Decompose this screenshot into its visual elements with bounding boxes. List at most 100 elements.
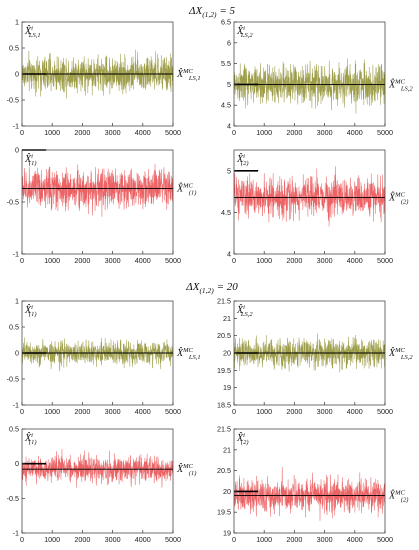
panel-3-trace — [22, 163, 173, 217]
panel-2-frame — [233, 21, 386, 127]
section-title-1-main: ΔX — [188, 5, 203, 17]
panel-1-ytick-label: 1 — [15, 18, 19, 27]
panel-2-ytick-label: 4.5 — [221, 101, 231, 110]
panel-4-ytick-label: 5 — [227, 166, 231, 175]
panel-4-xtick-label: 4000 — [347, 256, 363, 265]
panel-5-series-label: X̂i (1) — [24, 303, 37, 318]
panel-3-ytick-label: 0 — [15, 146, 19, 155]
panel-1-xtick-label: 2000 — [74, 128, 90, 137]
panel-2-ytick-label: 6 — [227, 38, 231, 47]
panel-6-xtick-label: 2000 — [286, 407, 302, 416]
panel-3-frame — [21, 149, 174, 255]
panel-4-xtick-label: 1000 — [256, 256, 272, 265]
section-title-1: ΔX(1,2) = 5 — [188, 5, 235, 19]
panel-3-series-label: X̂i (1) — [24, 152, 37, 167]
panel-2-trace — [234, 58, 385, 114]
panel-4-xtick-label: 3000 — [317, 256, 333, 265]
panel-5-mc-label: X̂MC LS,1 — [176, 346, 201, 361]
panel-3-xtick-label: 3000 — [105, 256, 121, 265]
panel-8-xtick-label: 1000 — [256, 535, 272, 544]
panel-7-xtick-label: 5000 — [165, 535, 181, 544]
panel-2-xtick-label: 2000 — [286, 128, 302, 137]
panel-4-xtick-label: 0 — [232, 256, 236, 265]
panel-4-mc-label: X̂MC (2) — [388, 191, 408, 206]
panel-5-ytick-label: 0 — [15, 349, 19, 358]
panel-7-xtick-label: 3000 — [105, 535, 121, 544]
panel-7-mc-label: X̂MC (1) — [176, 463, 196, 478]
panel-6-xtick-label: 0 — [232, 407, 236, 416]
panel-6-xtick-label: 4000 — [347, 407, 363, 416]
panel-1-ytick-label: 0.5 — [9, 44, 19, 53]
panel-2-xtick-label: 4000 — [347, 128, 363, 137]
panel-1-xtick-label: 4000 — [135, 128, 151, 137]
panel-4-xtick-label: 2000 — [286, 256, 302, 265]
panel-6-ytick-label: 18.5 — [217, 401, 231, 410]
panel-6-ytick-label: 21.5 — [217, 297, 231, 306]
panel-6-series-label: X̂i LS,2 — [236, 303, 253, 318]
panel-8-xtick-label: 3000 — [317, 535, 333, 544]
panel-1-mc-label: X̂MC LS,1 — [176, 67, 201, 82]
panel-7-xtick-label: 0 — [20, 535, 24, 544]
section-title-2-value: = 20 — [214, 281, 238, 293]
panel-6-xtick-label: 5000 — [377, 407, 393, 416]
panel-5-xtick-label: 1000 — [44, 407, 60, 416]
section-title-2: ΔX(1,2) = 20 — [185, 281, 238, 295]
panel-5-xtick-label: 0 — [20, 407, 24, 416]
panel-7-ytick-label: -1 — [13, 529, 19, 538]
panel-8-series-label: X̂i (2) — [236, 431, 249, 446]
panel-3-ytick-label: -0.5 — [7, 198, 19, 207]
panel-2-xtick-label: 3000 — [317, 128, 333, 137]
panel-6-ytick-label: 21 — [223, 314, 231, 323]
panel-8-ytick-label: 21 — [223, 445, 231, 454]
panel-3-xtick-label: 1000 — [44, 256, 60, 265]
panel-2-xtick-label: 5000 — [377, 128, 393, 137]
panel-8-xtick-label: 4000 — [347, 535, 363, 544]
panel-1-ytick-label: -0.5 — [7, 96, 19, 105]
panel-6-ytick-label: 19.5 — [217, 366, 231, 375]
panel-2-ytick-label: 6.5 — [221, 18, 231, 27]
panel-1: 0 1000 2000 3000 4000 5000 -1 -0.5 0 0.5 1 X̂i LS,1 X… — [7, 18, 201, 138]
panel-3-mc-label: X̂MC (1) — [176, 182, 196, 197]
panel-7-ytick-label: 0 — [15, 459, 19, 468]
panel-5-ytick-label: 1 — [15, 297, 19, 306]
panel-8-ytick-label: 19 — [223, 529, 231, 538]
panel-8-ytick-label: 20.5 — [217, 466, 231, 475]
panel-7-xtick-label: 2000 — [74, 535, 90, 544]
panel-2-ytick-label: 5.5 — [221, 59, 231, 68]
section-title-2-main: ΔX — [185, 281, 200, 293]
panel-6-ytick-label: 20 — [223, 349, 231, 358]
panel-1-xtick-label: 0 — [20, 128, 24, 137]
panel-6-xtick-label: 1000 — [256, 407, 272, 416]
section-title-1-value: = 5 — [217, 5, 236, 17]
panel-7: 0 1000 2000 3000 4000 5000 -1 -0.5 0 0.5 X̂i (1) X̂M… — [7, 425, 197, 545]
panel-1-trace — [22, 49, 173, 99]
panel-4-ytick-label: 4 — [227, 250, 231, 259]
panels: 0 1000 2000 3000 4000 5000-1-0.500.51X̂i LS,1X… — [7, 18, 414, 545]
panel-3-xtick-label: 0 — [20, 256, 24, 265]
panel-1-xtick-label: 1000 — [44, 128, 60, 137]
panel-2-xtick-label: 0 — [232, 128, 236, 137]
panel-2-mc-label: X̂MC LS,2 — [388, 78, 413, 93]
panel-4-xtick-label: 5000 — [377, 256, 393, 265]
panel-3: 0 1000 2000 3000 4000 5000 -1 -0.5 0 X̂i (1) X̂MC (1… — [7, 146, 197, 266]
panel-1-series-label: X̂i LS,1 — [24, 24, 41, 39]
panel-5-ytick-label: -0.5 — [7, 375, 19, 384]
panel-3-xtick-label: 2000 — [74, 256, 90, 265]
panel-2-ytick-label: 5 — [227, 80, 231, 89]
panel-5-xtick-label: 2000 — [74, 407, 90, 416]
panel-2: 0 1000 2000 3000 4000 5000 4 4.5 5 5.5 6 6.5 X̂i LS,2… — [221, 18, 413, 138]
panel-3-xtick-label: 5000 — [165, 256, 181, 265]
panel-4-ytick-label: 4.5 — [221, 208, 231, 217]
panel-5-trace — [22, 337, 173, 372]
panel-8-mc-label: X̂MC (2) — [388, 489, 408, 504]
panel-7-ytick-label: 0.5 — [9, 425, 19, 434]
panel-6-mc-label: X̂MC LS,2 — [388, 346, 413, 361]
panel-4: 0 1000 2000 3000 4000 5000 4 4.5 5 X̂i (2) X̂MC (2) — [221, 149, 408, 265]
panel-8-xtick-label: 5000 — [377, 535, 393, 544]
panel-5-xtick-label: 4000 — [135, 407, 151, 416]
panel-6: 0 1000 2000 3000 4000 5000 18.5 19 19.5 20 20.5 21 2… — [217, 297, 413, 417]
panel-5-ytick-label: 0.5 — [9, 323, 19, 332]
panel-7-ytick-label: -0.5 — [7, 494, 19, 503]
panel-2-xtick-label: 1000 — [256, 128, 272, 137]
